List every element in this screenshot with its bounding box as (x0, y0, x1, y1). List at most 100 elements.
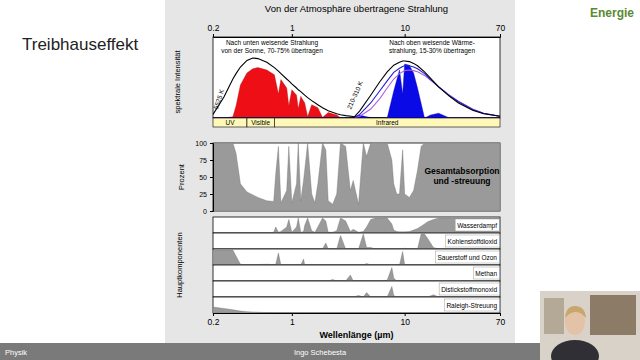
chart-absorption: 0255075100ProzentGesamtabsorptionund -st… (177, 140, 500, 215)
y-tick-mark (210, 211, 213, 212)
strip-frame (213, 265, 500, 281)
chart-components: Wasserdampf Kohlenstoffdioxid Sauerstoff u… (175, 217, 505, 340)
annotation: Gesamtabsorption (424, 166, 499, 176)
annotation: strahlung, 15-30% übertragen (389, 47, 475, 55)
x-top-tick: 10 (400, 23, 410, 37)
series-area (213, 143, 500, 211)
strip-label: Distickstoffmonoxid (439, 283, 499, 295)
webcam-shelf (590, 295, 636, 335)
x-top-axis-line (214, 34, 501, 38)
x-bottom-axis: 0.2 1 10 70 (208, 313, 506, 327)
band (213, 118, 247, 127)
annotation: und -streuung (433, 176, 490, 186)
y-tick-mark (210, 177, 213, 178)
y-tick-label: 75 (199, 157, 207, 164)
strip-label-box (435, 251, 499, 263)
band-label: Visible (251, 119, 270, 126)
x-bottom-tick: 1 (290, 313, 295, 327)
component-strip: Kohlenstoffdioxid (213, 233, 500, 249)
y-axis-line (210, 144, 214, 212)
x-top-tick: 70 (496, 23, 506, 37)
series-area (213, 250, 500, 265)
marks (213, 143, 500, 211)
x-top-tick-label: 0.2 (208, 23, 220, 33)
strip-label-box (446, 235, 500, 247)
strip-label-box (455, 219, 499, 231)
strip-label-text: Kohlenstoffdioxid (448, 238, 498, 245)
x-bottom-tick-mark (405, 313, 406, 316)
band (274, 118, 500, 127)
y-tick: 50 (199, 174, 213, 181)
x-bottom-tick-mark (292, 313, 293, 316)
x-top-tick: 0.2 (208, 23, 220, 37)
strip-frame (213, 297, 500, 313)
y-tick-label: 50 (199, 174, 207, 181)
y-tick-mark (210, 160, 213, 161)
series-area (213, 268, 500, 282)
component-strip: Methan (213, 265, 500, 281)
webcam (540, 291, 640, 360)
slide: TreibhauseffektEnergiePhysikIngo Schebes… (0, 0, 640, 360)
band-label: Infrared (376, 119, 399, 126)
x-bottom-tick-label: 70 (496, 317, 506, 327)
strip-frame (213, 281, 500, 297)
x-top-axis: 0.2 1 10 70 (208, 23, 506, 38)
strip-frame (213, 249, 500, 265)
x-bottom-tick-label: 0.2 (208, 317, 220, 327)
x-top-tick-label: 1 (290, 23, 295, 33)
component-strip: Distickstoffmonoxid (213, 281, 500, 297)
component-strip: Raleigh-Streuung (213, 297, 500, 313)
annotation: Nach unten weisende Strahlung (226, 39, 319, 47)
component-strip: Sauerstoff und Ozon (213, 249, 500, 265)
series-area (213, 287, 500, 298)
marks (213, 234, 500, 249)
marks (213, 268, 500, 282)
y-axis-title: Hauptkomponenten (175, 232, 184, 297)
footer-left: Physik (5, 348, 27, 357)
strip-label: Wasserdampf (455, 219, 499, 231)
strip-label-box (473, 267, 499, 279)
y-tick-mark (210, 143, 213, 144)
x-axis-title: Wellenlänge (µm) (319, 330, 393, 340)
series-line (213, 66, 500, 118)
y-tick-mark (210, 194, 213, 195)
x-top-tick-mark (500, 34, 501, 37)
strip-frame (213, 233, 500, 249)
series-area (213, 218, 500, 233)
y-axis-title: Prozent (177, 163, 186, 190)
slide-title: Treibhauseffekt (22, 35, 139, 54)
y-axis-title: spektrale Intensität (173, 50, 182, 114)
chart-backdrop (165, 0, 515, 343)
strip-label: Sauerstoff und Ozon (435, 251, 499, 263)
strip-frame (213, 217, 500, 233)
chart-title: Von der Atmosphäre übertragene Strahlung (265, 3, 448, 14)
strip-label-text: Distickstoffmonoxid (441, 286, 497, 293)
background (0, 0, 640, 360)
x-top-tick: 1 (290, 23, 295, 37)
strip-label-text: Sauerstoff und Ozon (437, 254, 497, 261)
strip-label-box (439, 283, 499, 295)
series-line (213, 58, 500, 118)
strip-label-text: Wasserdampf (457, 222, 497, 230)
x-bottom-tick-mark (500, 313, 501, 316)
marks (213, 58, 500, 118)
x-top-tick-mark (292, 34, 293, 37)
marks (213, 287, 500, 298)
x-bottom-tick-label: 10 (400, 317, 410, 327)
y-tick: 0 (203, 208, 213, 215)
marks (213, 250, 500, 265)
webcam-person-body (551, 340, 599, 360)
y-tick-label: 100 (195, 140, 207, 147)
plot-frame (213, 37, 500, 118)
y-axis: 0255075100 (195, 140, 213, 215)
series-line (213, 70, 500, 118)
band-label: UV (225, 119, 235, 126)
strip-label-box (444, 299, 499, 311)
x-bottom-tick-label: 1 (290, 317, 295, 327)
annotation: 5525 K (212, 88, 225, 110)
series-area (213, 68, 500, 118)
series-line (213, 61, 500, 118)
footer-center: Ingo Schebesta (294, 348, 347, 357)
strip-label: Kohlenstoffdioxid (446, 235, 500, 247)
webcam-shelf (544, 298, 564, 334)
